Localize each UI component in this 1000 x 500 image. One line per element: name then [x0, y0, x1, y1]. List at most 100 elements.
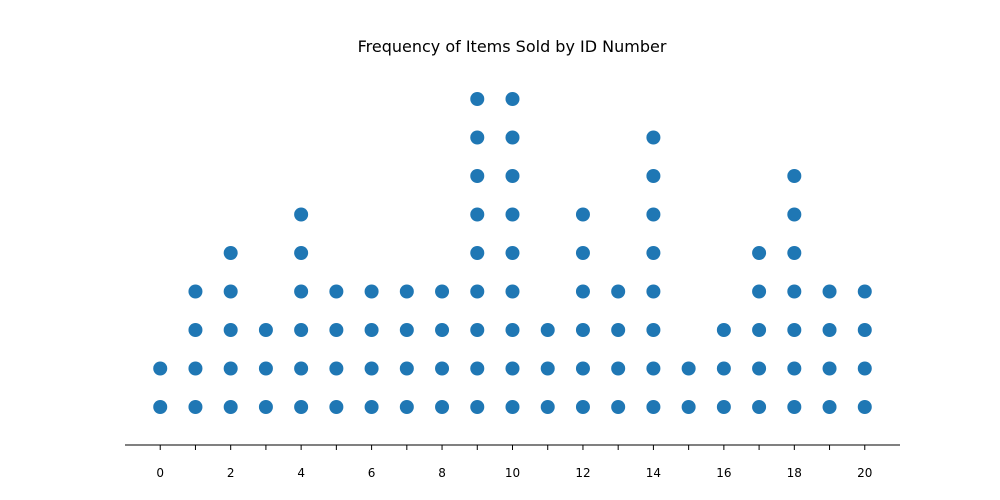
data-point: [470, 207, 485, 222]
data-point: [822, 400, 837, 414]
data-point: [470, 400, 485, 414]
x-tick-label: 4: [297, 466, 305, 480]
data-point: [470, 92, 485, 106]
data-point: [258, 361, 273, 376]
data-point: [294, 246, 309, 260]
data-point: [716, 400, 731, 414]
x-axis-tick-labels: 0 2 4 6 8 10 12 14 16 18 20: [156, 466, 872, 480]
data-point: [505, 169, 520, 183]
data-point: [646, 284, 661, 299]
data-point: [857, 400, 872, 414]
data-point: [646, 400, 661, 414]
x-tick-label: 12: [575, 466, 590, 480]
data-point: [329, 323, 344, 337]
data-point: [787, 246, 802, 260]
data-point: [223, 323, 238, 337]
data-point: [470, 284, 485, 299]
data-point: [294, 207, 309, 222]
data-point: [364, 284, 379, 299]
data-point: [752, 284, 767, 299]
data-point: [575, 400, 590, 414]
data-point: [611, 361, 626, 376]
data-point: [752, 400, 767, 414]
data-point: [329, 400, 344, 414]
data-point: [505, 246, 520, 260]
data-point: [575, 284, 590, 299]
data-point: [646, 323, 661, 337]
data-point: [505, 400, 520, 414]
data-point: [857, 323, 872, 337]
data-point: [681, 361, 696, 376]
data-point: [153, 361, 168, 376]
data-point: [470, 361, 485, 376]
data-point: [646, 361, 661, 376]
data-point: [646, 207, 661, 222]
data-point: [470, 246, 485, 260]
chart-title: Frequency of Items Sold by ID Number: [358, 37, 667, 56]
data-point: [223, 361, 238, 376]
data-point: [505, 207, 520, 222]
data-point: [294, 323, 309, 337]
data-point: [258, 323, 273, 337]
data-point: [258, 400, 273, 414]
x-tick-label: 14: [646, 466, 661, 480]
data-point: [540, 400, 555, 414]
data-point: [188, 323, 203, 337]
data-point: [435, 284, 450, 299]
x-tick-label: 6: [368, 466, 376, 480]
data-point: [364, 400, 379, 414]
data-point: [329, 284, 344, 299]
data-point: [505, 284, 520, 299]
data-point: [787, 361, 802, 376]
data-point: [787, 207, 802, 222]
data-point: [399, 400, 414, 414]
data-point: [822, 323, 837, 337]
data-point: [540, 323, 555, 337]
data-point: [575, 361, 590, 376]
data-point: [153, 400, 168, 414]
data-point: [646, 246, 661, 260]
x-tick-label: 16: [716, 466, 731, 480]
data-point: [857, 361, 872, 376]
data-point: [294, 400, 309, 414]
data-point: [294, 361, 309, 376]
data-point: [364, 361, 379, 376]
x-tick-label: 10: [505, 466, 520, 480]
data-point: [505, 323, 520, 337]
data-point: [435, 400, 450, 414]
data-point: [611, 284, 626, 299]
data-point: [787, 323, 802, 337]
data-point: [787, 169, 802, 183]
data-point: [646, 130, 661, 145]
data-point: [822, 284, 837, 299]
data-point: [223, 284, 238, 299]
data-point: [364, 323, 379, 337]
data-point: [188, 361, 203, 376]
data-point: [575, 207, 590, 222]
data-point: [223, 400, 238, 414]
x-tick-label: 18: [787, 466, 802, 480]
data-point: [435, 323, 450, 337]
data-point: [540, 361, 555, 376]
x-axis-ticks: [159, 445, 866, 450]
data-point: [188, 400, 203, 414]
data-point: [470, 130, 485, 145]
data-point: [646, 169, 661, 183]
x-tick-label: 20: [857, 466, 872, 480]
data-point: [188, 284, 203, 299]
data-point: [329, 361, 344, 376]
data-point: [470, 323, 485, 337]
data-point: [611, 400, 626, 414]
data-point: [611, 323, 626, 337]
x-tick-label: 2: [227, 466, 235, 480]
data-point: [681, 400, 696, 414]
data-point: [575, 323, 590, 337]
data-point: [399, 323, 414, 337]
data-point: [787, 400, 802, 414]
data-point: [399, 361, 414, 376]
data-point: [752, 246, 767, 260]
data-point: [716, 323, 731, 337]
data-point: [435, 361, 450, 376]
data-point: [857, 284, 872, 299]
